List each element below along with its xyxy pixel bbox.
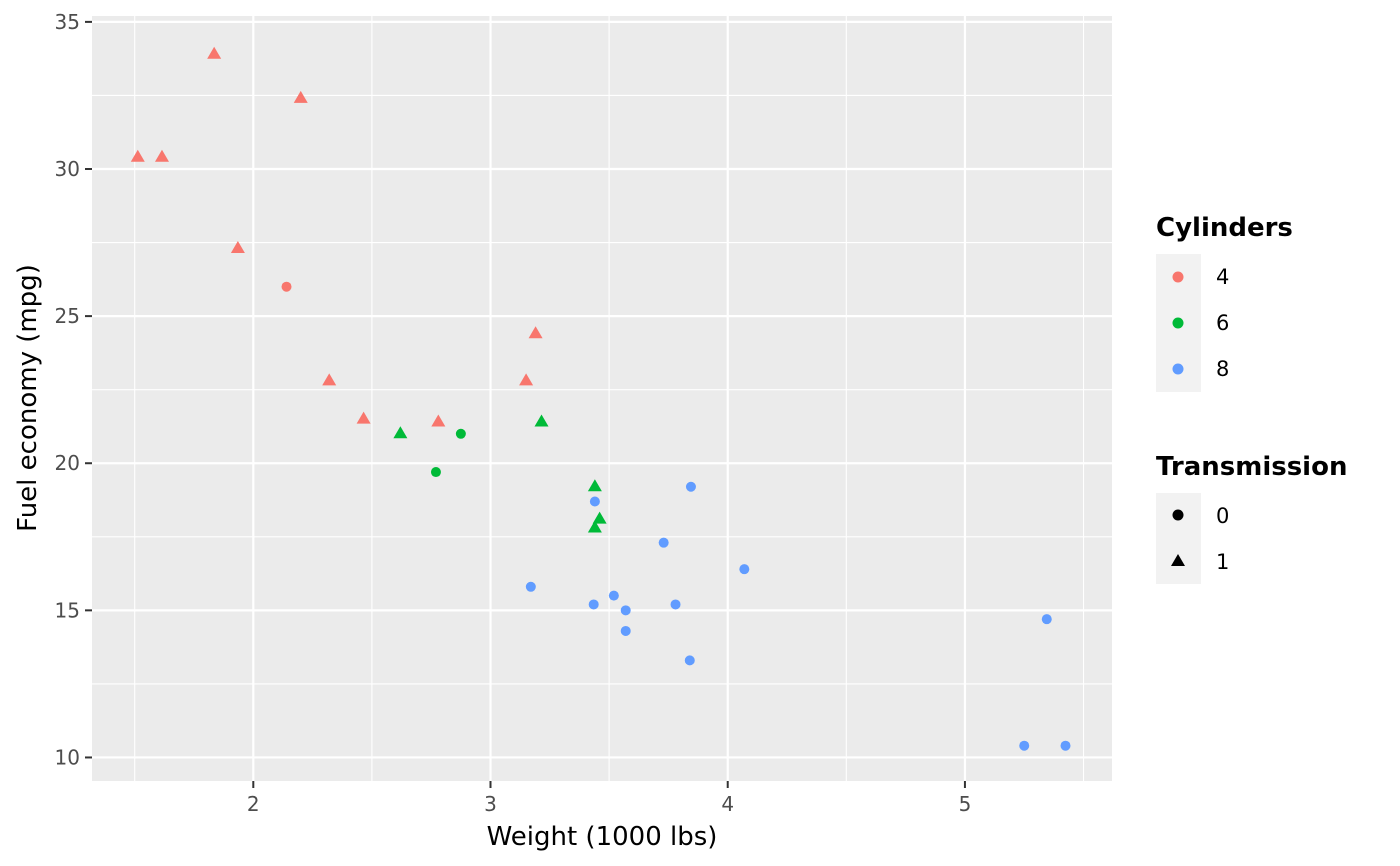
data-point-triangle <box>207 46 222 59</box>
data-point-triangle <box>592 511 607 524</box>
legend-key-cyl-8 <box>1172 363 1184 375</box>
legend-label-cyl-6: 6 <box>1216 311 1229 335</box>
data-point-circle <box>608 590 619 601</box>
data-point-circle <box>1041 614 1052 625</box>
data-point-triangle <box>393 426 408 439</box>
data-point-circle <box>588 599 599 610</box>
data-point-circle <box>670 599 681 610</box>
legend-key-cyl-4 <box>1172 271 1184 283</box>
data-point-triangle <box>431 414 446 427</box>
y-tick-label: 25 <box>55 304 80 328</box>
data-point-triangle <box>528 326 543 339</box>
data-point-triangle <box>322 373 337 386</box>
data-point-triangle <box>587 520 602 533</box>
y-tick-label: 20 <box>55 451 80 475</box>
data-point-circle <box>525 581 536 592</box>
data-point-triangle <box>587 479 602 492</box>
data-point-circle <box>589 496 600 507</box>
x-tick-label: 2 <box>247 792 260 816</box>
data-points <box>130 46 1071 751</box>
major-gridlines <box>92 16 1112 781</box>
legend-cylinders: Cylinders 4 6 8 <box>1156 213 1293 392</box>
legend-label-am-1: 1 <box>1216 550 1229 574</box>
legend-transmission: Transmission 0 1 <box>1156 452 1347 584</box>
data-point-circle <box>685 481 696 492</box>
data-point-circle <box>430 467 441 478</box>
legend-key-am-0 <box>1172 509 1184 521</box>
legend-key-background <box>1156 493 1201 584</box>
legend-label-cyl-8: 8 <box>1216 357 1229 381</box>
data-point-circle <box>1019 740 1030 751</box>
data-point-triangle <box>230 240 245 253</box>
data-point-triangle <box>154 149 169 162</box>
data-point-triangle <box>519 373 534 386</box>
data-point-circle <box>739 564 750 575</box>
legend-title-cylinders: Cylinders <box>1156 213 1293 243</box>
y-axis-title: Fuel economy (mpg) <box>13 264 43 532</box>
data-point-triangle <box>534 414 549 427</box>
data-point-circle <box>620 605 631 616</box>
data-point-circle <box>620 625 631 636</box>
y-tick-label: 35 <box>55 10 80 34</box>
minor-gridlines <box>92 16 1112 781</box>
legend-key-am-1 <box>1171 554 1185 566</box>
data-point-circle <box>658 537 669 548</box>
legend-label-cyl-4: 4 <box>1216 265 1229 289</box>
y-axis: 10 15 20 25 30 35 <box>55 10 92 769</box>
data-point-triangle <box>293 90 308 103</box>
legend-label-am-0: 0 <box>1216 504 1229 528</box>
x-tick-label: 3 <box>484 792 497 816</box>
x-axis-title: Weight (1000 lbs) <box>487 822 718 852</box>
y-tick-label: 15 <box>55 598 80 622</box>
data-point-circle <box>684 655 695 666</box>
x-tick-label: 4 <box>721 792 734 816</box>
data-point-triangle <box>130 149 145 162</box>
legend-key-cyl-6 <box>1172 317 1184 329</box>
y-tick-label: 30 <box>55 157 80 181</box>
data-point-triangle <box>356 411 371 424</box>
x-axis: 2 3 4 5 <box>247 781 971 816</box>
plot-panel <box>92 16 1112 781</box>
y-tick-label: 10 <box>55 745 80 769</box>
data-point-circle <box>455 428 466 439</box>
data-point-circle <box>281 281 292 292</box>
x-tick-label: 5 <box>959 792 972 816</box>
legend-title-transmission: Transmission <box>1156 452 1347 482</box>
data-point-circle <box>1060 740 1071 751</box>
